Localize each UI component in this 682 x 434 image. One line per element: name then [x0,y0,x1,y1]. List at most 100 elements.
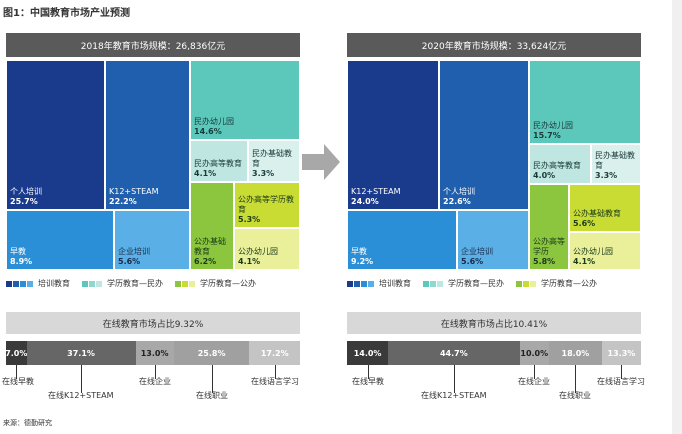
cell-value: 4.1% [194,169,217,178]
legend-item-private: 学历教育—民办 [82,278,163,289]
cell-value: 8.9% [10,257,33,266]
cell-name: 早教 [10,247,26,256]
cell-name: 民办幼儿园 [194,117,234,126]
swatch-icon [430,280,436,287]
cell-name: 早教 [351,247,367,256]
swatch-icon [189,280,195,287]
annotation-leader-line [16,365,17,379]
cell-name: 个人培训 [10,187,42,196]
swatch-icon [175,280,181,287]
annotation-leader-line [368,365,369,379]
cell-name: 公办基础教育 [194,237,226,256]
online-bar-2018: 7.0% 37.1% 13.0% 25.8% 17.2% [5,341,300,365]
annotation-leader-line [81,365,82,393]
treemap-2018-cell-public-basic: 公办基础教育 6.2% [190,182,234,270]
treemap-2018-cell-public-higher: 公办高等学历教育 5.3% [234,182,300,228]
swatch-icon [354,280,360,287]
swatch-icon [347,280,353,287]
treemap-2020-cell-private-higher: 民办高等教育 4.0% [529,144,591,184]
online-bar-2020: 14.0% 44.7% 10.0% 18.0% 13.3% [347,341,641,365]
treemap-2020-cell-corporate-training: 企业培训 5.6% [457,210,529,270]
cell-value: 22.2% [109,197,137,206]
cell-value: 15.7% [533,131,561,140]
cell-name: 公办高等学历教育 [238,195,294,214]
cell-name: 企业培训 [118,247,150,256]
annotation-label: 在线早教 [2,377,34,386]
cell-value: 4.1% [238,257,261,266]
treemap-2020-cell-public-kindergarten: 公办幼儿园 4.1% [569,232,641,270]
online-bar-segment: 14.0% [347,341,389,365]
panel-2020: 2020年教育市场规模：33,624亿元 K12+STEAM 24.0% 个人培… [347,33,641,270]
legend-item-training: 培训教育 [6,278,70,289]
annotation-label: 在线职业 [196,391,228,400]
cell-value: 5.8% [533,257,556,266]
annotation-label: 在线K12+STEAM [48,391,114,400]
annotation-leader-line [275,365,276,379]
cell-value: 3.3% [595,171,618,180]
source-note: 来源：德勤研究 [3,419,52,427]
treemap-2020-cell-public-higher: 公办高等学历 5.8% [529,184,569,270]
online-share-title-2020: 在线教育市场占比10.41% [347,312,641,334]
cell-value: 3.3% [252,169,275,178]
cell-name: 公办幼儿园 [573,247,613,256]
cell-value: 25.7% [10,197,38,206]
annotation-leader-line [155,365,156,379]
swatch-icon [82,280,88,287]
annotation-leader-line [454,365,455,393]
online-bar-segment: 18.0% [548,341,602,365]
cell-name: K12+STEAM [109,187,159,196]
treemap-2018-cell-private-higher: 民办高等教育 4.1% [190,140,248,182]
treemap-2020-cell-public-basic: 公办基础教育 5.6% [569,184,641,232]
swatch-icon [182,280,188,287]
arrow-right-icon [302,144,340,180]
legend-item-public: 学历教育—公办 [516,278,597,289]
treemap-2020-cell-private-kindergarten: 民办幼儿园 15.7% [529,60,641,144]
swatch-icon [530,280,536,287]
cell-name: 民办高等教育 [194,159,242,168]
treemap-2020: K12+STEAM 24.0% 个人培训 22.6% 早教 9.2% 企业培训 … [347,60,641,270]
cell-name: 企业培训 [461,247,493,256]
legend-label: 培训教育 [38,279,70,288]
cell-value: 5.3% [238,215,261,224]
cell-value: 4.0% [533,171,556,180]
page-edge-strip [672,0,682,434]
panel-2018: 2018年教育市场规模：26,836亿元 个人培训 25.7% K12+STEA… [6,33,300,270]
treemap-2018-cell-public-kindergarten: 公办幼儿园 4.1% [234,228,300,270]
figure-title: 图1：中国教育市场产业预测 [3,8,130,19]
online-bar-segment: 7.0% [5,341,27,365]
swatch-icon [423,280,429,287]
treemap-2020-cell-early-education: 早教 9.2% [347,210,457,270]
annotation-leader-line [621,365,622,379]
legend-2020: 培训教育 学历教育—民办 学历教育—公办 [347,278,669,289]
cell-name: 个人培训 [443,187,475,196]
cell-value: 22.6% [443,197,471,206]
cell-value: 6.2% [194,257,217,266]
online-bar-segment: 25.8% [173,341,250,365]
online-bar-segment: 44.7% [388,341,520,365]
annotation-leader-line [212,365,213,393]
cell-name: 民办高等教育 [533,161,581,170]
treemap-2018-cell-private-basic: 民办基础教育 3.3% [248,140,300,182]
treemap-2018-cell-private-kindergarten: 民办幼儿园 14.6% [190,60,300,140]
treemap-2020-cell-private-basic: 民办基础教育 3.3% [591,144,641,184]
swatch-icon [27,280,33,287]
treemap-2018-cell-corporate-training: 企业培训 5.6% [114,210,190,270]
swatch-icon [20,280,26,287]
legend-label: 培训教育 [379,279,411,288]
annotation-label: 在线语言学习 [251,377,299,386]
annotation-label: 在线企业 [139,377,171,386]
cell-value: 5.6% [118,257,141,266]
swatch-icon [523,280,529,287]
annotation-label: 在线职业 [559,391,591,400]
online-bar-segment: 17.2% [249,341,300,365]
swatch-icon [89,280,95,287]
annotation-label: 在线早教 [352,377,384,386]
swatch-icon [361,280,367,287]
cell-name: 民办幼儿园 [533,121,573,130]
cell-name: 公办基础教育 [573,209,621,218]
legend-2018: 培训教育 学历教育—民办 学历教育—公办 [6,278,306,289]
cell-value: 9.2% [351,257,374,266]
treemap-2018-cell-personal-training: 个人培训 25.7% [6,60,105,210]
swatch-icon [96,280,102,287]
annotation-label: 在线语言学习 [597,377,645,386]
